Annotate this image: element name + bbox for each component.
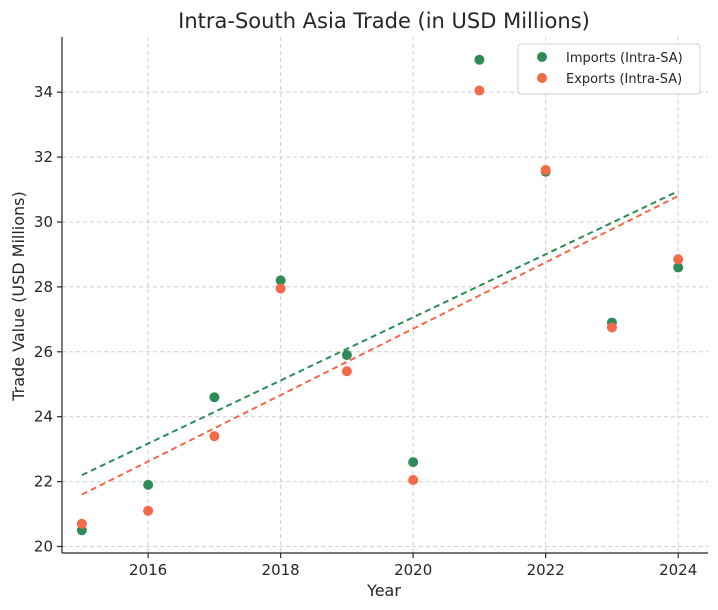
data-point-exports [606,322,617,333]
data-point-imports [341,350,352,361]
data-point-exports [341,366,352,377]
x-tick-label: 2020 [394,561,432,579]
point-layer [76,54,684,536]
y-axis-label: Trade Value (USD Millions) [9,191,28,402]
data-point-exports [76,518,87,529]
x-tick-label: 2022 [527,561,565,579]
data-point-imports [143,479,154,490]
legend-marker-imports [537,52,547,62]
x-tick-label: 2016 [129,561,167,579]
legend-marker-exports [537,73,547,83]
data-point-imports [209,392,220,403]
data-point-exports [673,254,684,265]
trendline-exports [81,195,679,496]
legend-label-imports: Imports (Intra-SA) [566,51,683,66]
data-point-exports [275,283,286,294]
trendline-imports [81,190,679,477]
data-point-imports [673,262,684,273]
data-point-exports [143,505,154,516]
y-tick-label: 26 [34,343,53,361]
data-point-imports [275,275,286,286]
grid-layer [62,37,708,553]
y-tick-label: 24 [34,408,53,426]
y-tick-label: 28 [34,278,53,296]
x-axis-label: Year [366,581,401,600]
x-tick-label: 2024 [659,561,697,579]
trend-layer [81,190,679,496]
data-point-exports [209,431,220,442]
chart-title: Intra-South Asia Trade (in USD Millions) [178,9,590,33]
legend-label-exports: Exports (Intra-SA) [566,72,682,87]
x-tick-label: 2018 [262,561,300,579]
data-point-imports [408,457,419,468]
y-tick-label: 32 [34,148,53,166]
y-tick-label: 30 [34,213,53,231]
legend-frame [517,43,701,95]
data-point-imports [474,54,485,65]
data-point-exports [408,474,419,485]
data-point-exports [540,165,551,176]
data-point-exports [474,85,485,96]
y-tick-label: 20 [34,538,53,556]
legend: Imports (Intra-SA) Exports (Intra-SA) [517,43,701,95]
y-tick-label: 22 [34,473,53,491]
y-tick-label: 34 [34,83,53,101]
